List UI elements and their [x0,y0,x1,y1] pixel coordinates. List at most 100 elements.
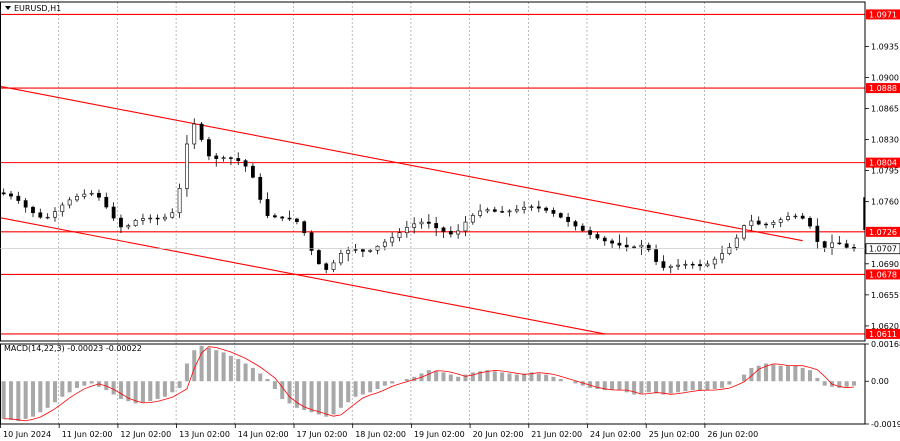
candle-body [75,196,79,201]
macd-axis: 0.00168 0.00 -0.00193 [865,340,900,429]
candle-body [690,263,695,266]
level-tag-label: 1.0804 [869,159,897,168]
candle-body [353,249,358,251]
level-tag-label: 1.0678 [869,270,897,279]
candle-body [170,212,175,218]
candle-body [426,221,431,224]
candle-body [258,176,263,200]
candle-body [89,192,94,195]
candle-body [148,217,153,220]
candle-body [705,263,710,267]
candle-body [375,245,380,251]
candle-body [610,240,614,244]
candle-body [734,237,739,248]
candle-body [470,215,475,223]
candle-body [97,192,101,198]
chevron-down-icon[interactable] [5,6,11,10]
candle-body [742,225,746,239]
candle-body [522,206,527,210]
candle-body [646,244,651,250]
candle-body [163,216,167,220]
candle-body [793,215,798,218]
level-tag-label: 1.0611 [869,330,897,339]
price-pane[interactable] [0,13,865,335]
candle-body [316,250,321,265]
candle-body [23,200,28,208]
candle-body [485,209,490,212]
candle-body [456,230,461,235]
level-tag [866,226,900,237]
candle-body [844,243,849,248]
price-axis: 1.0935 1.0900 1.0865 1.0830 1.0795 1.0760 1.06… [865,42,899,331]
current-price-tag [865,243,900,255]
candle-body [280,216,285,219]
candle-body [60,204,65,212]
candle-body [229,157,233,159]
level-tag [866,328,900,339]
candle-body [727,247,732,254]
price-pane-frame [0,1,866,342]
candle-body [111,206,116,219]
candle-body [551,210,556,214]
current-price-label: 1.0707 [869,245,897,254]
candle-body [595,234,600,239]
trendline [0,85,803,242]
time-tick-label: 13 Jun 02:00 [179,430,230,439]
candle-body [580,225,585,231]
time-tick-label: 17 Jun 02:00 [297,430,348,439]
candle-body [632,246,636,249]
price-tick-label: 1.0935 [871,42,899,51]
macd-label: MACD(14,22,3) -0.00023 -0.00022 [4,344,142,353]
candle-body [786,216,790,220]
time-tick-label: 21 Jun 02:00 [531,430,582,439]
candle-body [31,206,35,214]
time-tick-label: 12 Jun 02:00 [120,430,171,439]
pane-frames [0,1,866,425]
candle-body [756,220,761,225]
candle-body [294,218,299,222]
candle-body [397,232,402,238]
price-tick-label: 1.0865 [871,104,899,113]
candle-body [602,237,607,242]
candle-body [126,225,131,228]
candle-body [712,258,717,265]
candle-body [390,237,395,243]
price-tick-label: 1.0830 [871,136,899,145]
candle-body [544,207,549,211]
chart-title-text: EURUSD,H1 [14,4,61,13]
level-tag [866,269,900,280]
candle-body [441,227,446,232]
candle-body [463,221,468,232]
candle-body [624,244,629,248]
candle-body [698,264,702,267]
level-tag-label: 1.0888 [869,84,897,93]
candle-body [53,211,57,218]
candle-body [778,219,783,223]
candle-body [192,123,197,145]
candle-body [302,221,307,234]
candle-body [815,225,820,242]
candle-body [434,223,439,229]
candle-body [82,193,87,197]
candle-body [104,196,109,208]
candle-body [639,244,644,248]
macd-pane[interactable] [1,345,857,422]
macd-pane-frame [0,343,866,425]
candle-body [38,212,43,218]
time-tick-label: 14 Jun 02:00 [238,430,289,439]
price-tags: 1.0971 1.0888 1.0804 1.0726 1.0678 1.0611 1.07… [0,9,900,339]
level-tag [866,9,900,20]
candle-body [141,218,145,221]
candle-body [412,223,417,228]
macd-signal-line [3,346,855,422]
candle-body [9,193,13,197]
candle-body [338,253,343,264]
candle-body [749,220,754,226]
candle-body [404,227,409,234]
candle-body [236,158,241,161]
price-tick-label: 1.0655 [871,291,899,300]
candle-body [566,216,571,222]
candle-body [800,215,805,219]
trendlines [0,85,803,335]
